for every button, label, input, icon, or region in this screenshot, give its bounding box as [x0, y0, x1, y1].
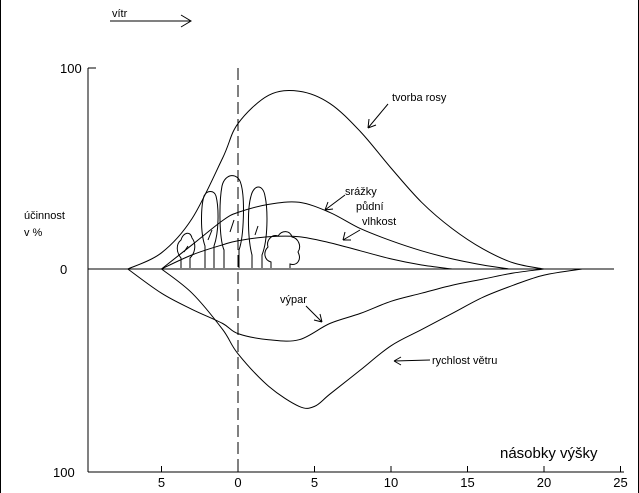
wind-arrow-icon: [180, 14, 192, 28]
series-label-srazky: srážky: [345, 186, 377, 198]
curve-pudni-vlhkost: [161, 235, 453, 270]
x-tick-label: 25: [613, 475, 627, 490]
pointer-tvorba-rosy: [367, 103, 389, 129]
y-axis-label-line2: v %: [24, 227, 43, 239]
pointer-rychlost-vetru: [393, 356, 431, 366]
windbreak-trees-icon: [176, 175, 301, 268]
y-tick-label-top: 100: [60, 61, 82, 76]
x-tick-label: 10: [384, 475, 398, 490]
series-label-rychlost-vetru: rychlost větru: [432, 355, 497, 367]
pointer-srazky: [324, 194, 346, 211]
wind-label: vítr: [112, 8, 128, 20]
x-tick-label: 0: [234, 475, 241, 490]
curves: [127, 90, 583, 409]
pointer-pudni-vlhkost: [342, 229, 361, 241]
series-label-pudni-vlhkost: půdní vlhkost: [356, 201, 396, 228]
y-tick-label-zero: 0: [60, 262, 67, 277]
x-ticks: 5 0 5 10 15 20 25: [158, 466, 628, 490]
y-axis-label-line1: účinnost: [24, 210, 65, 222]
curve-tvorba-rosy: [127, 90, 545, 270]
series-label-tvorba-rosy: tvorba rosy: [392, 92, 447, 104]
curve-vypar: [127, 268, 545, 342]
x-tick-label: 15: [460, 475, 474, 490]
y-tick-label-bottom: 100: [53, 465, 75, 480]
x-tick-label: 5: [158, 475, 165, 490]
x-axis-label: násobky výšky: [500, 445, 598, 462]
curve-rychlost-vetru: [161, 268, 583, 409]
x-tick-label: 5: [311, 475, 318, 490]
curve-srazky: [161, 201, 509, 270]
series-label-vypar: výpar: [280, 294, 307, 306]
pointer-vypar: [305, 305, 323, 323]
x-tick-label: 20: [537, 475, 551, 490]
